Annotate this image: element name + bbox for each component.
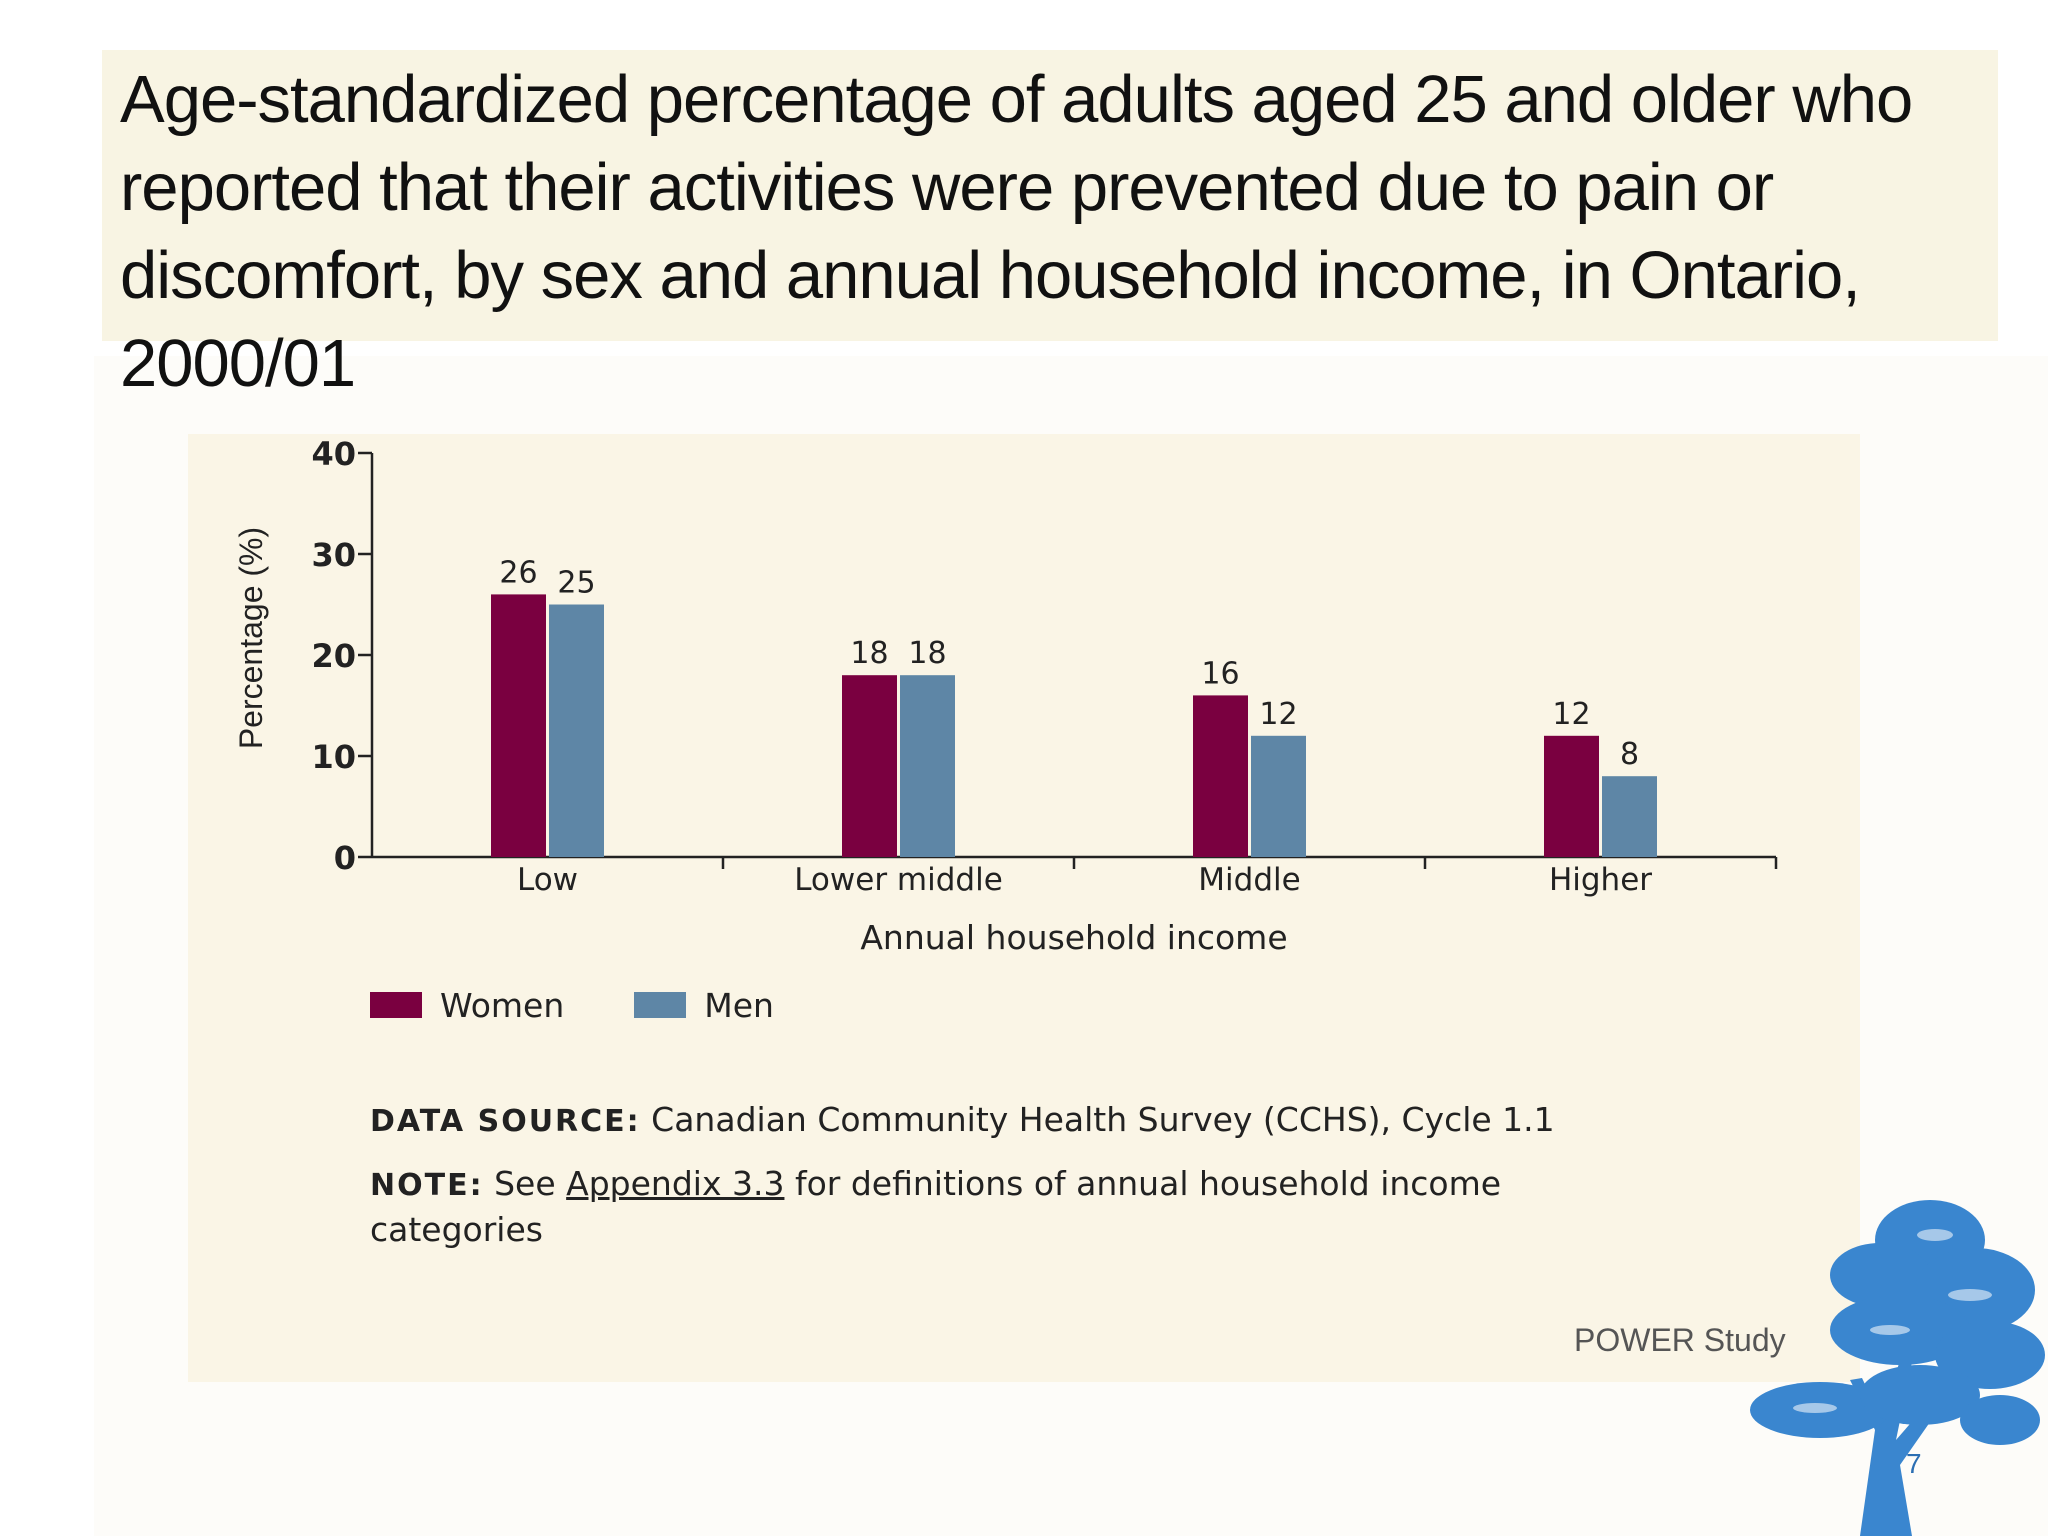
bar-women-low <box>491 594 546 857</box>
x-tick-label: Middle <box>1198 862 1300 898</box>
y-tick-label: 30 <box>311 536 356 574</box>
bar-women-middle <box>1193 695 1248 857</box>
slide-title: Age-standardized percentage of adults ag… <box>120 62 1913 401</box>
data-source-text: Canadian Community Health Survey (CCHS),… <box>651 1100 1555 1139</box>
legend: Women Men <box>370 983 844 1027</box>
data-label: 16 <box>1201 656 1239 691</box>
data-label: 26 <box>499 555 537 590</box>
data-source: DATA SOURCE: Canadian Community Health S… <box>370 1100 1555 1139</box>
y-axis-title: Percentage (%) <box>233 527 269 749</box>
page-number: 7 <box>1906 1448 1922 1479</box>
appendix-link[interactable]: Appendix 3.3 <box>566 1164 785 1203</box>
y-tick-label: 10 <box>311 738 356 776</box>
footer-brand: POWER Study <box>1574 1322 1786 1358</box>
chart-axes <box>358 451 1778 869</box>
data-label: 18 <box>850 636 888 671</box>
legend-swatch-women <box>370 992 422 1018</box>
legend-label-men: Men <box>704 985 774 1025</box>
bar-women-higher <box>1544 735 1599 857</box>
chart-panel <box>188 434 1860 1382</box>
data-label: 25 <box>557 566 595 601</box>
legend-item-women: Women <box>370 986 564 1025</box>
y-tick-label: 40 <box>311 435 356 473</box>
bar-men-low <box>549 604 604 857</box>
chart-labels: 0 10 20 30 40 26 25 Low 18 18 Lower middle 16 12 Midd… <box>233 435 1652 957</box>
data-label: 18 <box>908 636 946 671</box>
data-label: 8 <box>1620 737 1639 772</box>
y-tick-label: 0 <box>334 839 356 877</box>
legend-swatch-men <box>634 992 687 1018</box>
bar-men-higher <box>1602 776 1657 857</box>
x-tick-label: Low <box>517 862 578 898</box>
chart-bars <box>491 594 1657 857</box>
y-tick-label: 20 <box>311 637 356 675</box>
note: NOTE: See Appendix 3.3 for definitions o… <box>370 1162 1570 1252</box>
tree-logo-icon <box>1750 1200 2045 1536</box>
legend-item-men: Men <box>634 986 774 1025</box>
title-box: Age-standardized percentage of adults ag… <box>102 50 1998 401</box>
note-post: for definitions of annual household inco… <box>370 1164 1502 1249</box>
legend-label-women: Women <box>440 985 565 1025</box>
data-source-label: DATA SOURCE: <box>370 1104 641 1139</box>
bar-women-lower-middle <box>842 675 897 857</box>
x-axis-title: Annual household income <box>860 918 1287 957</box>
note-label: NOTE: <box>370 1168 484 1203</box>
bar-men-lower-middle <box>900 675 955 857</box>
x-tick-label: Higher <box>1549 862 1652 898</box>
x-tick-label: Lower middle <box>794 862 1003 898</box>
note-pre: See <box>494 1164 556 1203</box>
data-label: 12 <box>1552 697 1590 732</box>
data-label: 12 <box>1259 697 1297 732</box>
bar-men-middle <box>1251 735 1306 857</box>
